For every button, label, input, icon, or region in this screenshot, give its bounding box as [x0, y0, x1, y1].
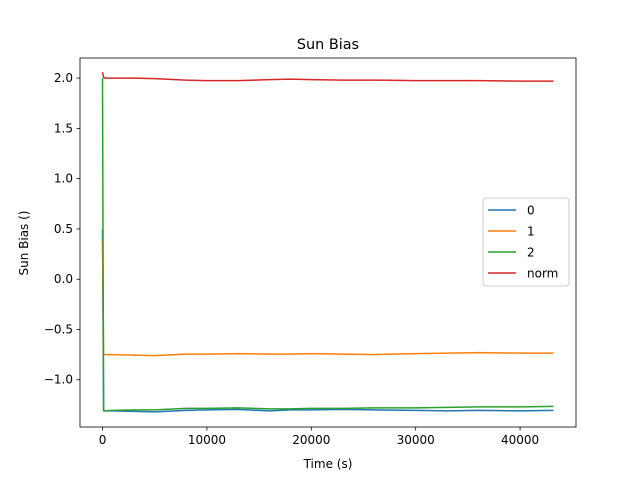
plot-frame: [79, 57, 577, 428]
plot-area: [79, 57, 577, 428]
series-line-1: [101, 238, 554, 357]
x-tick-label: 0: [99, 433, 107, 447]
x-tick-label: 20000: [292, 433, 330, 447]
x-axis: 0 10000 20000 30000 40000: [99, 427, 539, 447]
series-line-norm: [101, 71, 554, 82]
y-tick-label: 0.5: [54, 222, 73, 236]
x-tick-label: 10000: [188, 433, 226, 447]
legend-label-1: 1: [527, 225, 535, 239]
legend-label-0: 0: [527, 204, 535, 218]
y-tick-label: −0.5: [44, 322, 73, 336]
x-tick-label: 30000: [397, 433, 435, 447]
x-tick-label: 40000: [501, 433, 539, 447]
legend-label-2: 2: [527, 246, 535, 260]
y-tick-label: 1.0: [54, 172, 73, 186]
legend-label-norm: norm: [527, 267, 558, 281]
legend-box: [482, 197, 570, 287]
y-tick-label: 2.0: [54, 71, 73, 85]
y-tick-label: 0.0: [54, 272, 73, 286]
legend: 0 1 2 norm: [482, 197, 570, 287]
x-axis-label: Time (s): [303, 457, 353, 471]
y-tick-label: −1.0: [44, 373, 73, 387]
chart-title: Sun Bias: [297, 37, 359, 53]
series-line-2: [101, 78, 554, 412]
y-axis: −1.0 −0.5 0.0 0.5 1.0 1.5 2.0: [44, 71, 80, 387]
y-axis-label: Sun Bias (): [17, 211, 31, 276]
y-tick-label: 1.5: [54, 121, 73, 135]
